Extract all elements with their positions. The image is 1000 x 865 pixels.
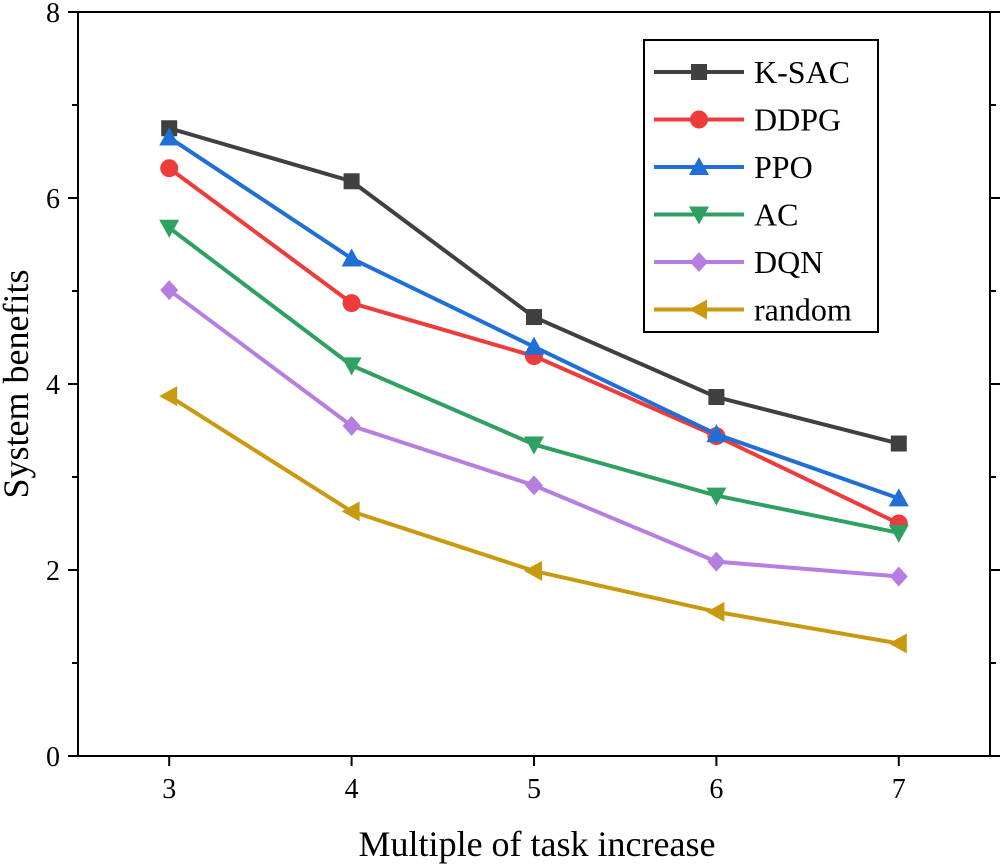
data-point: [888, 488, 909, 507]
legend-marker: [689, 299, 707, 320]
data-point: [526, 309, 542, 326]
series-ac: [159, 219, 909, 543]
series-line: [168, 394, 900, 646]
data-point: [524, 560, 542, 581]
data-point: [342, 415, 361, 436]
legend-label: DQN: [754, 244, 823, 280]
data-point: [707, 551, 726, 572]
legend-marker: [690, 252, 708, 272]
data-point: [159, 127, 180, 146]
data-point: [890, 435, 907, 452]
legend-marker: [690, 110, 708, 129]
x-tick-label: 4: [345, 774, 359, 805]
data-point: [888, 524, 909, 543]
data-point: [706, 601, 725, 622]
y-tick-label: 8: [46, 0, 60, 29]
x-tick-label: 3: [162, 774, 176, 805]
legend-marker: [689, 157, 709, 175]
legend-marker: [691, 64, 707, 80]
series-k-sac: [161, 120, 907, 452]
data-point: [708, 389, 725, 406]
data-point: [159, 219, 180, 238]
legend-item: PPO: [654, 149, 813, 185]
y-axis-label: System benefits: [0, 270, 36, 499]
legend-marker: [689, 206, 709, 225]
legend-item: K-SAC: [654, 54, 850, 90]
legend-item: AC: [654, 197, 798, 233]
legend-label: PPO: [754, 149, 813, 185]
legend-box: [643, 39, 879, 333]
legend-item: DDPG: [654, 102, 841, 138]
y-tick-label: 0: [46, 742, 60, 773]
data-point: [525, 475, 543, 496]
data-point: [160, 159, 179, 178]
y-tick-label: 2: [46, 556, 60, 587]
series-random: [159, 386, 907, 654]
data-point: [159, 386, 178, 407]
y-tick-label: 6: [46, 184, 60, 215]
y-tick-label: 4: [46, 370, 60, 401]
x-tick-label: 7: [892, 774, 906, 805]
legend-label: random: [754, 292, 852, 328]
data-point: [706, 424, 727, 443]
x-tick-label: 6: [709, 774, 723, 805]
data-point: [889, 566, 908, 587]
series-dqn: [160, 280, 908, 587]
data-point: [524, 436, 544, 455]
legend-item: random: [654, 292, 852, 328]
data-point: [341, 357, 362, 376]
legend: K-SAC DDPG PPO AC DQN random: [643, 39, 879, 333]
legend-label: K-SAC: [754, 54, 850, 90]
axis-ticks: 3 4 5 6 7 0 2 4 6 8: [46, 0, 1000, 805]
data-point: [343, 173, 360, 190]
data-point: [888, 633, 907, 654]
data-point: [160, 280, 179, 301]
series-layer: [159, 120, 909, 654]
data-point: [342, 294, 361, 313]
data-point: [706, 487, 727, 506]
data-point: [524, 336, 544, 355]
data-point: [341, 248, 362, 267]
legend-label: DDPG: [754, 102, 841, 138]
data-point: [341, 501, 360, 522]
x-axis-label: Multiple of task increase: [359, 824, 716, 864]
series-line: [168, 288, 899, 579]
x-tick-label: 5: [527, 774, 541, 805]
legend-label: AC: [754, 197, 798, 233]
legend-item: DQN: [654, 244, 823, 280]
series-ppo: [159, 127, 909, 507]
